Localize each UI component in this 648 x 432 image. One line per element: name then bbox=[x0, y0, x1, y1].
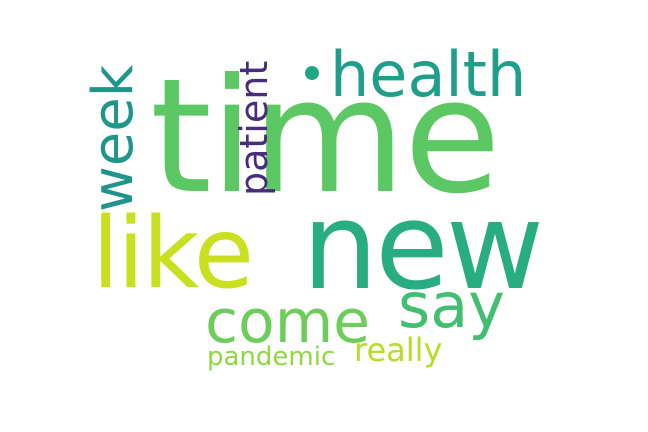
word-really: really bbox=[354, 331, 443, 369]
word-time: time bbox=[150, 45, 501, 229]
word-say: say bbox=[398, 269, 505, 342]
word-health: health bbox=[330, 38, 527, 111]
word-dot bbox=[305, 66, 319, 80]
word-patient: patient bbox=[232, 60, 276, 196]
word-like: like bbox=[92, 197, 254, 311]
word-pandemic: pandemic bbox=[207, 342, 336, 372]
word-week: week bbox=[81, 64, 146, 212]
word-come: come bbox=[205, 287, 371, 357]
word-new: new bbox=[302, 178, 544, 317]
